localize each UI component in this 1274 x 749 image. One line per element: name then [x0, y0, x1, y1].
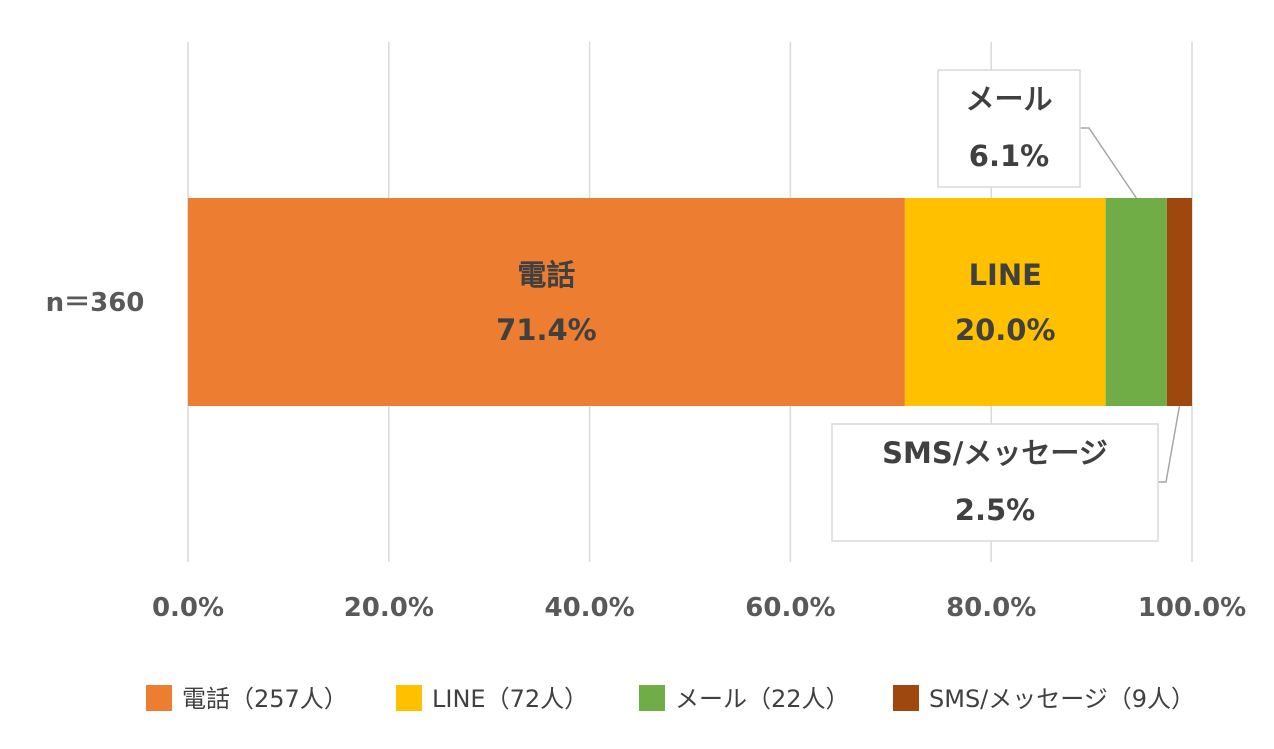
legend: 電話（257人） LINE（72人） メール（22人） SMS/メッセージ（9人）: [146, 685, 1195, 713]
legend-swatch: [639, 685, 665, 711]
data-label-name: LINE: [969, 258, 1042, 292]
data-label-value: 20.0%: [955, 313, 1056, 347]
legend-entry: SMS/メッセージ（9人）: [929, 685, 1195, 713]
bar-segment: [1105, 198, 1167, 406]
legend-swatch: [893, 685, 919, 711]
bar-segments: [188, 198, 1192, 406]
bar-segment: [904, 198, 1106, 406]
category-label: n＝360: [46, 288, 145, 318]
leader-line: [1158, 405, 1181, 483]
data-label-name: 電話: [517, 258, 575, 292]
x-tick-label: 0.0%: [152, 593, 224, 623]
x-tick-label: 40.0%: [544, 593, 634, 623]
x-tick-label: 100.0%: [1138, 593, 1246, 623]
x-axis-tick-labels: 0.0% 20.0% 40.0% 60.0% 80.0% 100.0%: [152, 593, 1246, 623]
data-label-value: 71.4%: [496, 313, 597, 347]
inside-data-labels: 電話 71.4% LINE 20.0%: [496, 258, 1055, 347]
legend-swatch: [146, 685, 172, 711]
bar-segment: [1166, 198, 1192, 406]
x-tick-label: 60.0%: [745, 593, 835, 623]
legend-swatch: [396, 685, 422, 711]
x-tick-label: 80.0%: [946, 593, 1036, 623]
data-label-value: 2.5%: [955, 493, 1035, 527]
x-tick-label: 20.0%: [344, 593, 434, 623]
data-label-value: 6.1%: [969, 139, 1049, 173]
legend-entry: LINE（72人）: [432, 685, 588, 713]
data-label-name: SMS/メッセージ: [882, 436, 1108, 470]
legend-entry: メール（22人）: [675, 685, 850, 713]
data-label-name: メール: [965, 82, 1052, 116]
callout-data-labels: メール 6.1% SMS/メッセージ 2.5%: [831, 69, 1181, 542]
callout-box: [937, 69, 1081, 188]
legend-entry: 電話（257人）: [182, 685, 348, 713]
leader-line: [1080, 127, 1137, 199]
callout-box: [831, 423, 1159, 542]
bar-segment: [188, 198, 905, 406]
